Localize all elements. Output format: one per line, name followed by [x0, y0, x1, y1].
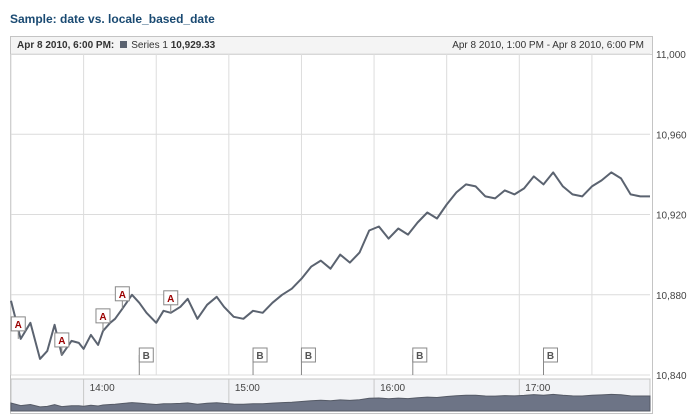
series-name: Series 1: [131, 40, 168, 51]
flag-a-label: A: [58, 336, 65, 347]
flag-a-label: A: [119, 290, 126, 301]
y-tick-label: 10,880: [656, 291, 687, 302]
flag-b-box[interactable]: [543, 347, 558, 363]
flag-b-label: B: [305, 351, 312, 362]
x-tick-label: 14:00: [90, 383, 115, 394]
flag-a-label: A: [15, 320, 22, 331]
flag-a-box[interactable]: [95, 308, 111, 324]
flag-b-box[interactable]: [138, 347, 154, 363]
flag-b-box[interactable]: [412, 347, 428, 363]
flag-b-box[interactable]: [300, 347, 316, 363]
y-tick-label: 10,960: [656, 130, 687, 141]
flag-b-label: B: [256, 351, 263, 362]
info-bar-left: Apr 8 2010, 6:00 PM: Series 1 10,929.33: [17, 40, 215, 51]
flag-a-label: A: [167, 294, 174, 305]
y-tick-label: 10,840: [656, 371, 687, 382]
y-tick-label: 11,000: [656, 50, 686, 61]
x-tick-label: 17:00: [525, 383, 550, 394]
y-tick-label: 10,920: [656, 211, 687, 222]
x-tick-label: 15:00: [235, 383, 260, 394]
series-swatch: [120, 41, 128, 48]
series-value: 10,929.33: [170, 40, 216, 51]
flag-a-box[interactable]: [163, 290, 179, 306]
flag-b-label: B: [416, 351, 423, 362]
navigator-area: [10, 393, 651, 412]
info-range: Apr 8 2010, 1:00 PM - Apr 8 2010, 6:00 P…: [452, 40, 644, 51]
flag-a-box[interactable]: [10, 316, 26, 332]
info-date: Apr 8 2010, 6:00 PM:: [17, 40, 115, 51]
flag-a-box[interactable]: [114, 286, 130, 302]
series-1-line[interactable]: [10, 171, 650, 360]
flag-b-box[interactable]: [252, 347, 268, 363]
page-title: Sample: date vs. locale_based_date: [10, 12, 215, 26]
flag-b-label: B: [547, 351, 554, 362]
flag-b-label: B: [143, 351, 150, 362]
flag-a-box[interactable]: [54, 332, 70, 348]
x-tick-label: 16:00: [380, 383, 405, 394]
flag-a-label: A: [99, 312, 106, 323]
